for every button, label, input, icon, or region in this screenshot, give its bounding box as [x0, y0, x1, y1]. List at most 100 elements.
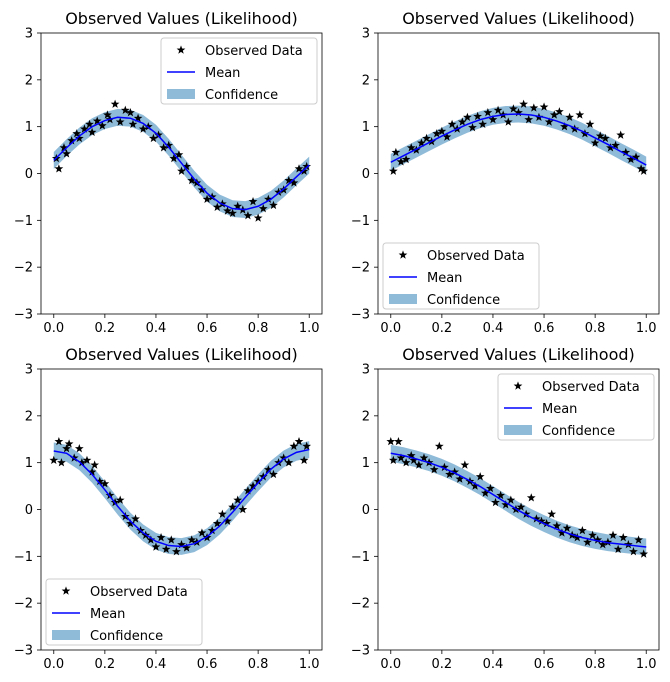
legend-label: Mean — [427, 271, 462, 286]
x-tick-label: 0.2 — [95, 657, 116, 672]
legend-marker-observed — [61, 586, 71, 595]
observed-point — [555, 107, 564, 116]
observed-point — [62, 444, 71, 453]
legend-label: Mean — [205, 66, 240, 81]
y-tick-label: 1 — [362, 456, 370, 471]
y-tick-label: 0 — [25, 167, 33, 182]
observed-point — [437, 126, 447, 136]
y-tick-label: −1 — [14, 550, 33, 565]
observed-point — [514, 108, 523, 117]
observed-point — [284, 175, 294, 185]
observed-point — [49, 455, 59, 465]
observed-point — [95, 476, 105, 486]
observed-point — [542, 518, 551, 528]
observed-point — [532, 514, 541, 523]
y-tick-label: 3 — [25, 27, 33, 42]
observed-point — [182, 161, 191, 171]
y-tick-label: 2 — [25, 73, 33, 88]
observed-point — [491, 497, 500, 507]
observed-point — [565, 112, 574, 122]
observed-point — [174, 150, 184, 159]
observed-point — [483, 108, 493, 117]
chart-title: Observed Values (Likelihood) — [402, 345, 635, 364]
observed-point — [115, 117, 125, 126]
observed-point — [447, 119, 457, 129]
legend-label: Observed Data — [205, 44, 303, 59]
observed-point — [519, 99, 528, 108]
y-tick-label: −3 — [351, 644, 370, 659]
y-tick-label: 1 — [25, 120, 33, 135]
observed-point — [212, 518, 222, 528]
observed-point — [401, 154, 411, 164]
observed-point — [526, 493, 536, 502]
observed-point — [284, 458, 294, 467]
x-tick-label: 0.6 — [534, 657, 555, 672]
x-tick-label: 0.4 — [483, 321, 504, 336]
observed-point — [434, 441, 444, 450]
observed-point — [463, 112, 472, 122]
observed-point — [263, 465, 273, 474]
observed-point — [473, 111, 482, 121]
observed-point — [197, 528, 207, 537]
observed-point — [583, 537, 592, 546]
y-tick-label: −1 — [351, 550, 370, 565]
observed-point — [80, 124, 89, 133]
x-tick-label: 0.0 — [43, 321, 64, 336]
plot-area — [386, 436, 649, 558]
observed-point — [595, 131, 605, 140]
observed-point — [126, 108, 135, 117]
x-tick-label: 0.2 — [95, 321, 116, 336]
observed-point — [279, 453, 289, 462]
observed-point — [386, 436, 396, 446]
observed-point — [618, 533, 628, 542]
observed-point — [243, 486, 253, 495]
x-tick-label: 0.2 — [432, 321, 453, 336]
observed-point — [159, 143, 168, 152]
observed-point — [557, 528, 567, 537]
observed-point — [57, 458, 66, 467]
observed-point — [128, 119, 138, 129]
observed-point — [85, 119, 94, 129]
observed-point — [182, 543, 191, 552]
observed-point — [202, 194, 212, 203]
legend-label: Confidence — [205, 88, 278, 103]
y-tick-label: −3 — [14, 308, 33, 323]
observed-point — [388, 455, 398, 465]
observed-point — [600, 133, 610, 143]
observed-point — [460, 460, 470, 469]
legend-marker-observed — [176, 45, 186, 54]
observed-point — [429, 465, 439, 474]
observed-point — [577, 525, 587, 535]
observed-point — [593, 535, 603, 544]
observed-point — [172, 547, 181, 556]
x-tick-label: 1.0 — [636, 321, 657, 336]
legend-marker-confidence — [167, 89, 195, 99]
observed-point — [391, 147, 401, 157]
subplot-top-left: Observed Values (Likelihood) 0.0 0.2 0.4 0.… — [14, 9, 323, 336]
observed-point — [164, 140, 174, 150]
legend: Observed Data Mean Confidence — [45, 578, 203, 646]
observed-point — [258, 204, 268, 213]
x-tick-label: 0.8 — [248, 321, 269, 336]
observed-point — [67, 136, 77, 145]
x-tick-label: 0.6 — [197, 321, 218, 336]
observed-point — [302, 441, 312, 450]
observed-point — [606, 143, 615, 152]
observed-point — [396, 157, 406, 166]
observed-point — [143, 122, 153, 131]
y-tick-label: 0 — [25, 503, 33, 518]
x-tick-label: 0.4 — [146, 321, 167, 336]
observed-point — [138, 124, 148, 133]
observed-point — [590, 138, 600, 147]
observed-point — [503, 117, 513, 126]
observed-point — [105, 490, 115, 500]
observed-point — [263, 194, 273, 203]
observed-point — [549, 110, 559, 119]
observed-point — [126, 518, 135, 528]
observed-point — [623, 540, 633, 549]
observed-point — [388, 166, 398, 175]
observed-point — [64, 439, 74, 448]
x-tick-label: 0.6 — [534, 321, 555, 336]
observed-point — [154, 130, 163, 139]
observed-point — [223, 206, 232, 215]
